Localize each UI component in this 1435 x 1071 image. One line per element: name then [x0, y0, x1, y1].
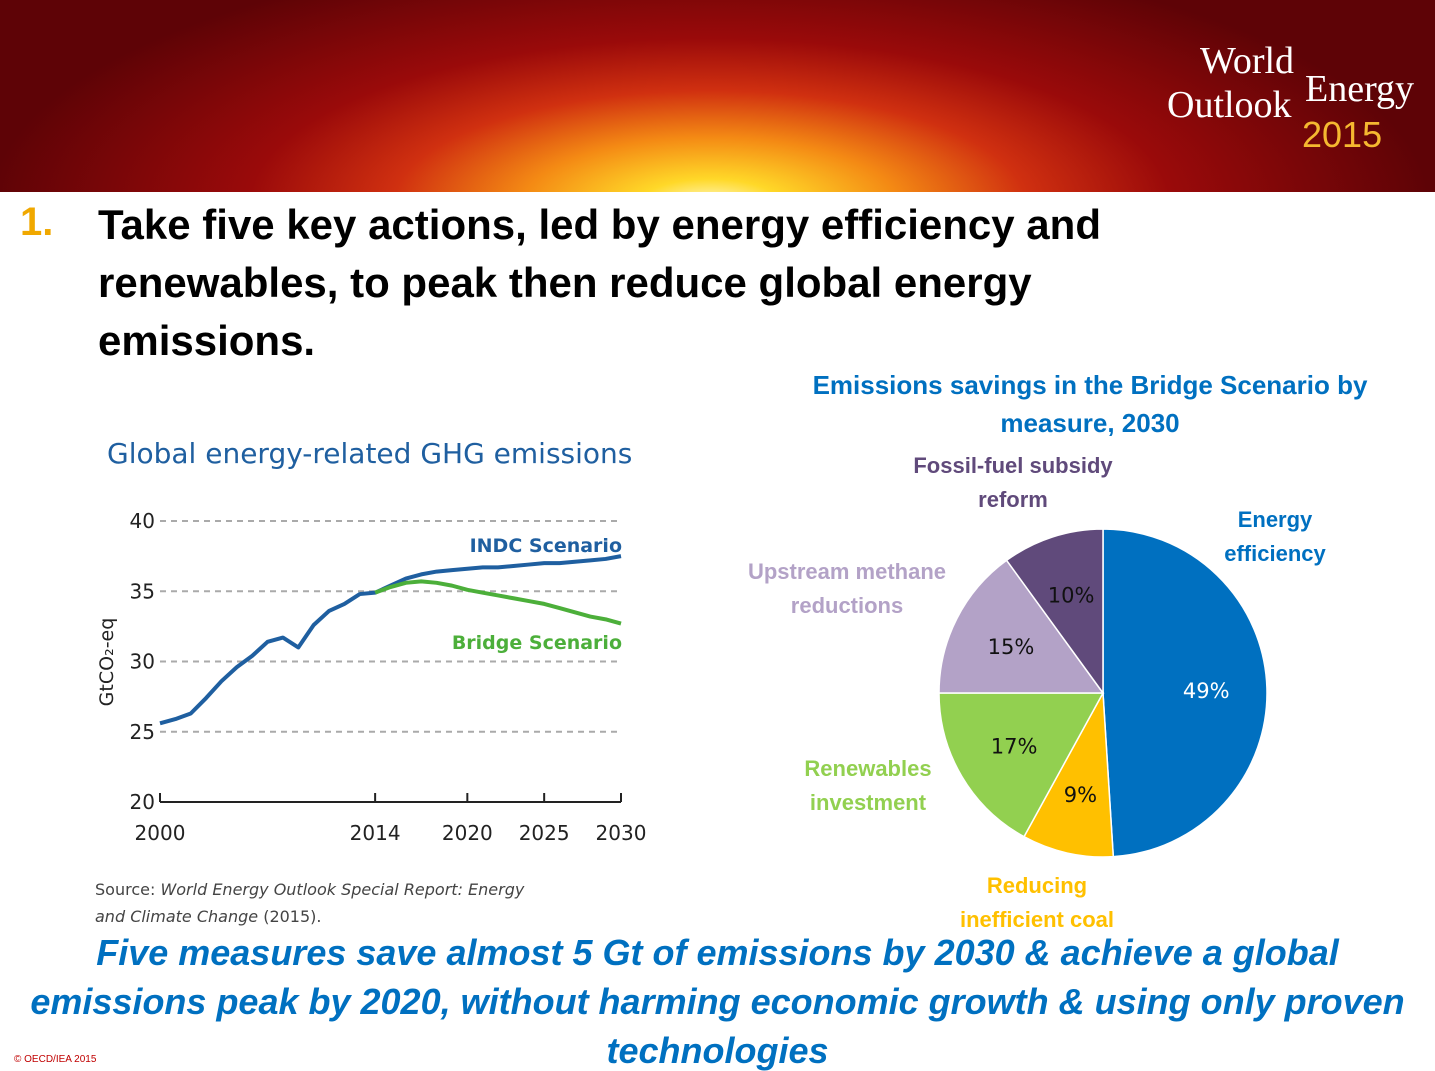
x-tick-label: 2030	[596, 821, 647, 845]
category-label: Upstream methane reductions	[747, 559, 947, 618]
y-tick-label: 25	[130, 720, 155, 744]
copyright: © OECD/IEA 2015	[14, 1054, 97, 1065]
value-label: 17%	[991, 735, 1038, 759]
source-prefix: Source:	[95, 880, 156, 899]
category-label: Fossil-fuel subsidy reform	[913, 453, 1113, 512]
title-line: emissions.	[98, 317, 316, 364]
chart-title: Global energy-related GHG emissions	[107, 437, 632, 470]
pie-slice	[1102, 528, 1268, 858]
logo-text: Outlook	[1167, 84, 1292, 126]
series-label: INDC Scenario	[470, 535, 622, 557]
x-tick-label: 2025	[519, 821, 570, 845]
value-label: 9%	[1064, 783, 1097, 807]
logo-year: 2015	[1302, 114, 1383, 155]
title-line: renewables, to peak then reduce global e…	[98, 259, 1032, 306]
y-tick-label: 40	[130, 509, 155, 533]
y-tick-label: 20	[130, 790, 155, 814]
pie-slice	[938, 692, 1105, 838]
x-tick-label: 2014	[350, 821, 401, 845]
pie-slice	[1022, 690, 1115, 858]
y-tick-label: 30	[130, 650, 155, 674]
category-label: Renewables investment	[804, 756, 932, 815]
slide-title: Take five key actions, led by energy eff…	[98, 196, 1101, 370]
y-axis-label: GtCO₂-eq	[96, 618, 118, 707]
pie-slice	[1005, 528, 1104, 696]
source-title: World Energy Outlook Special Report: Ene…	[95, 880, 525, 926]
pie-title: Emissions savings in the Bridge Scenario…	[812, 370, 1368, 438]
x-tick-label: 2000	[135, 821, 186, 845]
value-label: 15%	[988, 635, 1035, 659]
x-tick-label: 2020	[442, 821, 493, 845]
series-line	[374, 579, 622, 626]
header-banner: World Energy Outlook 2015	[0, 0, 1435, 192]
pie-slice	[938, 559, 1105, 694]
y-tick-label: 35	[130, 579, 155, 603]
value-label: 10%	[1048, 584, 1095, 608]
logo-text: Energy	[1305, 68, 1415, 110]
logo-text: World	[1200, 40, 1295, 82]
value-label: 49%	[1183, 679, 1230, 703]
source-note: Source: World Energy Outlook Special Rep…	[95, 876, 545, 930]
series-label: Bridge Scenario	[452, 632, 622, 654]
category-label: Reducing inefficient coal	[959, 873, 1115, 932]
conclusion: Five measures save almost 5 Gt of emissi…	[30, 932, 1405, 1071]
slide-number: 1.	[20, 200, 54, 244]
title-line: Take five key actions, led by energy eff…	[98, 201, 1101, 248]
category-label: Energy efficiency	[1224, 507, 1326, 566]
source-suffix: (2015).	[263, 907, 322, 926]
